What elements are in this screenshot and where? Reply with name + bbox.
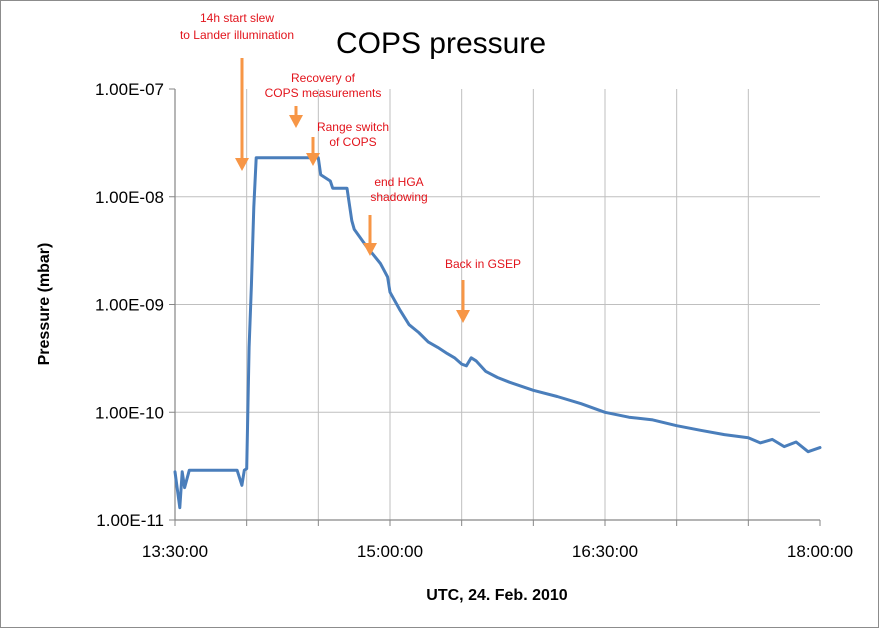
y-tick-label: 1.00E-07 (95, 80, 164, 99)
y-tick-label: 1.00E-10 (95, 403, 164, 422)
y-tick-label: 1.00E-11 (96, 511, 164, 530)
annotation-text: 14h start slew (200, 11, 274, 25)
x-tick-labels: 13:30:00 15:00:00 16:30:00 18:00:00 (142, 542, 853, 561)
y-axis-label: Pressure (mbar) (36, 243, 53, 366)
annotation-text: Recovery of (291, 71, 356, 85)
annotation-text: Back in GSEP (445, 257, 521, 271)
x-tick-label: 16:30:00 (572, 542, 638, 561)
annotation-text: shadowing (370, 190, 427, 204)
grid-lines (175, 89, 820, 520)
annotation-text: Range switch (317, 120, 389, 134)
y-tick-label: 1.00E-09 (95, 296, 164, 315)
x-tick-label: 18:00:00 (787, 542, 853, 561)
annotation-text: end HGA (374, 175, 423, 189)
annotation-arrow-head (456, 310, 470, 323)
chart-title: COPS pressure (336, 27, 546, 60)
annotations: 14h start slew to Lander illumination Reco… (180, 11, 521, 323)
series-layer (173, 156, 822, 510)
annotation-text: COPS measurements (265, 86, 382, 100)
y-tick-label: 1.00E-08 (95, 188, 164, 207)
axes (169, 88, 821, 526)
x-tick-label: 13:30:00 (142, 542, 208, 561)
annotation-arrow-head (235, 158, 249, 171)
y-tick-labels: 1.00E-11 1.00E-10 1.00E-09 1.00E-08 1.00E-07 (95, 80, 164, 530)
x-axis-label: UTC, 24. Feb. 2010 (426, 587, 567, 604)
x-tick-label: 15:00:00 (357, 542, 423, 561)
annotation-arrow-head (306, 153, 320, 166)
annotation-text: of COPS (329, 135, 376, 149)
annotation-arrow-head (363, 243, 377, 256)
annotation-arrow-head (289, 115, 303, 128)
annotation-text: to Lander illumination (180, 28, 294, 42)
pressure-series-line (173, 156, 822, 510)
